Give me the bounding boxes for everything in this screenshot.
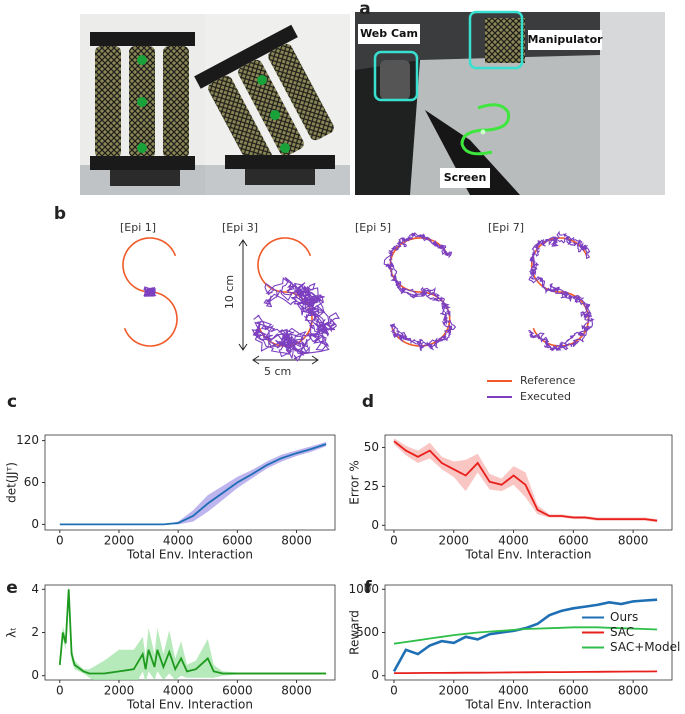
x-tick-label: 0 bbox=[390, 534, 398, 548]
x-tick-label: 0 bbox=[390, 684, 398, 698]
y-tick-label: 60 bbox=[24, 475, 39, 489]
x-tick-label: 6000 bbox=[222, 534, 253, 548]
photo-setup: Web Cam Manipulator Screen bbox=[355, 10, 665, 195]
y-tick-label: 50 bbox=[364, 440, 379, 454]
x-tick-label: 6000 bbox=[222, 684, 253, 698]
legend-label: Reference bbox=[520, 374, 576, 387]
band bbox=[59, 585, 327, 680]
y-tick-label: 1000 bbox=[348, 582, 379, 596]
photo-label: Web Cam bbox=[360, 27, 418, 40]
y-tick-label: 120 bbox=[16, 433, 39, 447]
x-axis-label: Total Env. Interaction bbox=[465, 698, 592, 712]
x-tick-label: 4000 bbox=[163, 684, 194, 698]
height-label: 10 cm bbox=[223, 275, 236, 309]
arrow-head bbox=[252, 355, 319, 365]
photo-label: Manipulator bbox=[527, 33, 603, 46]
photo-bent bbox=[194, 14, 350, 195]
photo-upright bbox=[80, 14, 205, 195]
x-tick-label: 0 bbox=[56, 684, 64, 698]
episode-label: [Epi 7] bbox=[488, 221, 524, 234]
y-axis-label: λₜ bbox=[5, 627, 19, 638]
executed-path bbox=[383, 232, 457, 352]
y-tick-label: 4 bbox=[31, 582, 39, 596]
executed-path bbox=[251, 276, 340, 362]
panel-label: f bbox=[364, 578, 372, 598]
episode-label: [Epi 3] bbox=[222, 221, 258, 234]
reference-path bbox=[530, 237, 590, 347]
panel-label: c bbox=[7, 392, 17, 412]
x-tick-label: 4000 bbox=[498, 684, 529, 698]
executed-path bbox=[528, 230, 595, 352]
panel-label: a bbox=[359, 0, 370, 19]
x-tick-label: 8000 bbox=[281, 684, 312, 698]
y-tick-label: 0 bbox=[371, 518, 379, 532]
axes-frame bbox=[384, 434, 673, 531]
y-tick-label: 0 bbox=[371, 668, 379, 682]
y-tick-label: 25 bbox=[364, 479, 379, 493]
y-axis-label: det(JJᵀ) bbox=[5, 462, 19, 503]
x-axis-label: Total Env. Interaction bbox=[465, 548, 592, 562]
x-tick-label: 4000 bbox=[498, 534, 529, 548]
y-axis-label: Reward bbox=[348, 610, 362, 655]
x-tick-label: 2000 bbox=[438, 534, 469, 548]
executed-path bbox=[143, 286, 157, 297]
y-tick-label: 0 bbox=[31, 517, 39, 531]
line bbox=[59, 443, 327, 526]
line bbox=[393, 626, 658, 645]
plot-area bbox=[393, 438, 658, 523]
line bbox=[394, 670, 658, 674]
episode-label: [Epi 1] bbox=[120, 221, 156, 234]
x-axis-label: Total Env. Interaction bbox=[126, 548, 253, 562]
episode-label: [Epi 5] bbox=[355, 221, 391, 234]
x-axis-label: Total Env. Interaction bbox=[126, 698, 253, 712]
plot-area bbox=[59, 442, 327, 526]
plot-area bbox=[392, 598, 658, 674]
width-label: 5 cm bbox=[264, 365, 291, 378]
x-tick-label: 0 bbox=[56, 534, 64, 548]
x-tick-label: 2000 bbox=[104, 534, 135, 548]
plot-area bbox=[58, 585, 327, 680]
x-tick-label: 6000 bbox=[558, 684, 589, 698]
x-tick-label: 2000 bbox=[104, 684, 135, 698]
x-tick-label: 6000 bbox=[558, 534, 589, 548]
reference-path bbox=[389, 237, 451, 347]
line bbox=[58, 589, 327, 675]
panel-label: b bbox=[54, 204, 66, 224]
y-tick-label: 0 bbox=[31, 668, 39, 682]
x-tick-label: 8000 bbox=[281, 534, 312, 548]
band bbox=[394, 438, 658, 523]
legend-label: SAC bbox=[610, 625, 634, 639]
legend-label: SAC+Model bbox=[610, 640, 680, 654]
band bbox=[59, 442, 327, 525]
photo-label: Screen bbox=[444, 171, 487, 184]
y-axis-label: Error % bbox=[348, 460, 362, 504]
panel-label: e bbox=[6, 578, 18, 598]
x-tick-label: 8000 bbox=[618, 684, 649, 698]
y-tick-label: 2 bbox=[31, 625, 39, 639]
legend-label: Executed bbox=[520, 390, 571, 403]
x-tick-label: 2000 bbox=[438, 684, 469, 698]
arrow-head bbox=[238, 239, 248, 351]
line bbox=[393, 440, 658, 522]
panel-label: d bbox=[362, 392, 374, 412]
x-tick-label: 8000 bbox=[618, 534, 649, 548]
legend-label: Ours bbox=[610, 610, 638, 624]
y-tick-label: 500 bbox=[356, 625, 379, 639]
x-tick-label: 4000 bbox=[163, 534, 194, 548]
